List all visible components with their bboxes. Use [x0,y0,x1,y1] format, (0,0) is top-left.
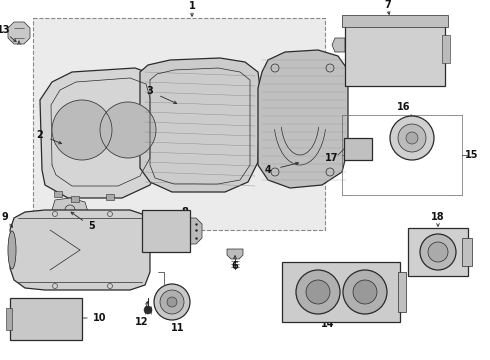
Circle shape [398,124,426,152]
Text: 1: 1 [189,1,196,11]
Circle shape [296,270,340,314]
Bar [442,35,450,63]
Bar [345,18,445,86]
Bar [342,15,448,27]
Circle shape [154,284,190,320]
Bar [344,138,372,160]
Circle shape [52,100,112,160]
Bar [282,262,400,322]
Circle shape [343,270,387,314]
Ellipse shape [8,231,16,269]
Polygon shape [258,50,348,188]
Circle shape [167,297,177,307]
Bar [71,196,79,202]
Text: 17: 17 [325,153,339,163]
Text: 4: 4 [265,165,271,175]
Polygon shape [8,22,30,44]
Polygon shape [10,210,150,290]
Bar [6,308,12,330]
Circle shape [406,132,418,144]
Text: 3: 3 [147,86,153,96]
Circle shape [306,280,330,304]
Bar [106,194,114,200]
Circle shape [100,102,156,158]
Text: 16: 16 [397,102,411,112]
Polygon shape [227,249,243,259]
Circle shape [160,290,184,314]
Text: 10: 10 [93,313,107,323]
Polygon shape [332,38,345,52]
Bar [54,191,62,197]
Text: 5: 5 [89,221,96,231]
Bar [408,228,468,276]
Circle shape [428,242,448,262]
Circle shape [420,234,456,270]
Circle shape [390,116,434,160]
Text: 7: 7 [385,0,392,10]
Text: 11: 11 [171,323,185,333]
Bar [33,18,325,230]
Text: 9: 9 [1,212,8,222]
Text: 2: 2 [37,130,44,140]
Text: 12: 12 [135,317,149,327]
Text: 15: 15 [465,150,479,160]
Bar [142,210,190,252]
Circle shape [353,280,377,304]
Bar [398,272,406,312]
Text: 6: 6 [232,261,238,271]
Polygon shape [40,68,162,198]
Polygon shape [188,218,202,244]
Text: 13: 13 [0,25,11,35]
Bar [462,238,472,266]
Text: 14: 14 [321,319,335,329]
Polygon shape [52,198,88,222]
Text: 18: 18 [431,212,445,222]
Circle shape [144,306,152,314]
Text: 8: 8 [182,207,189,217]
Polygon shape [140,58,260,192]
Bar [10,298,82,340]
